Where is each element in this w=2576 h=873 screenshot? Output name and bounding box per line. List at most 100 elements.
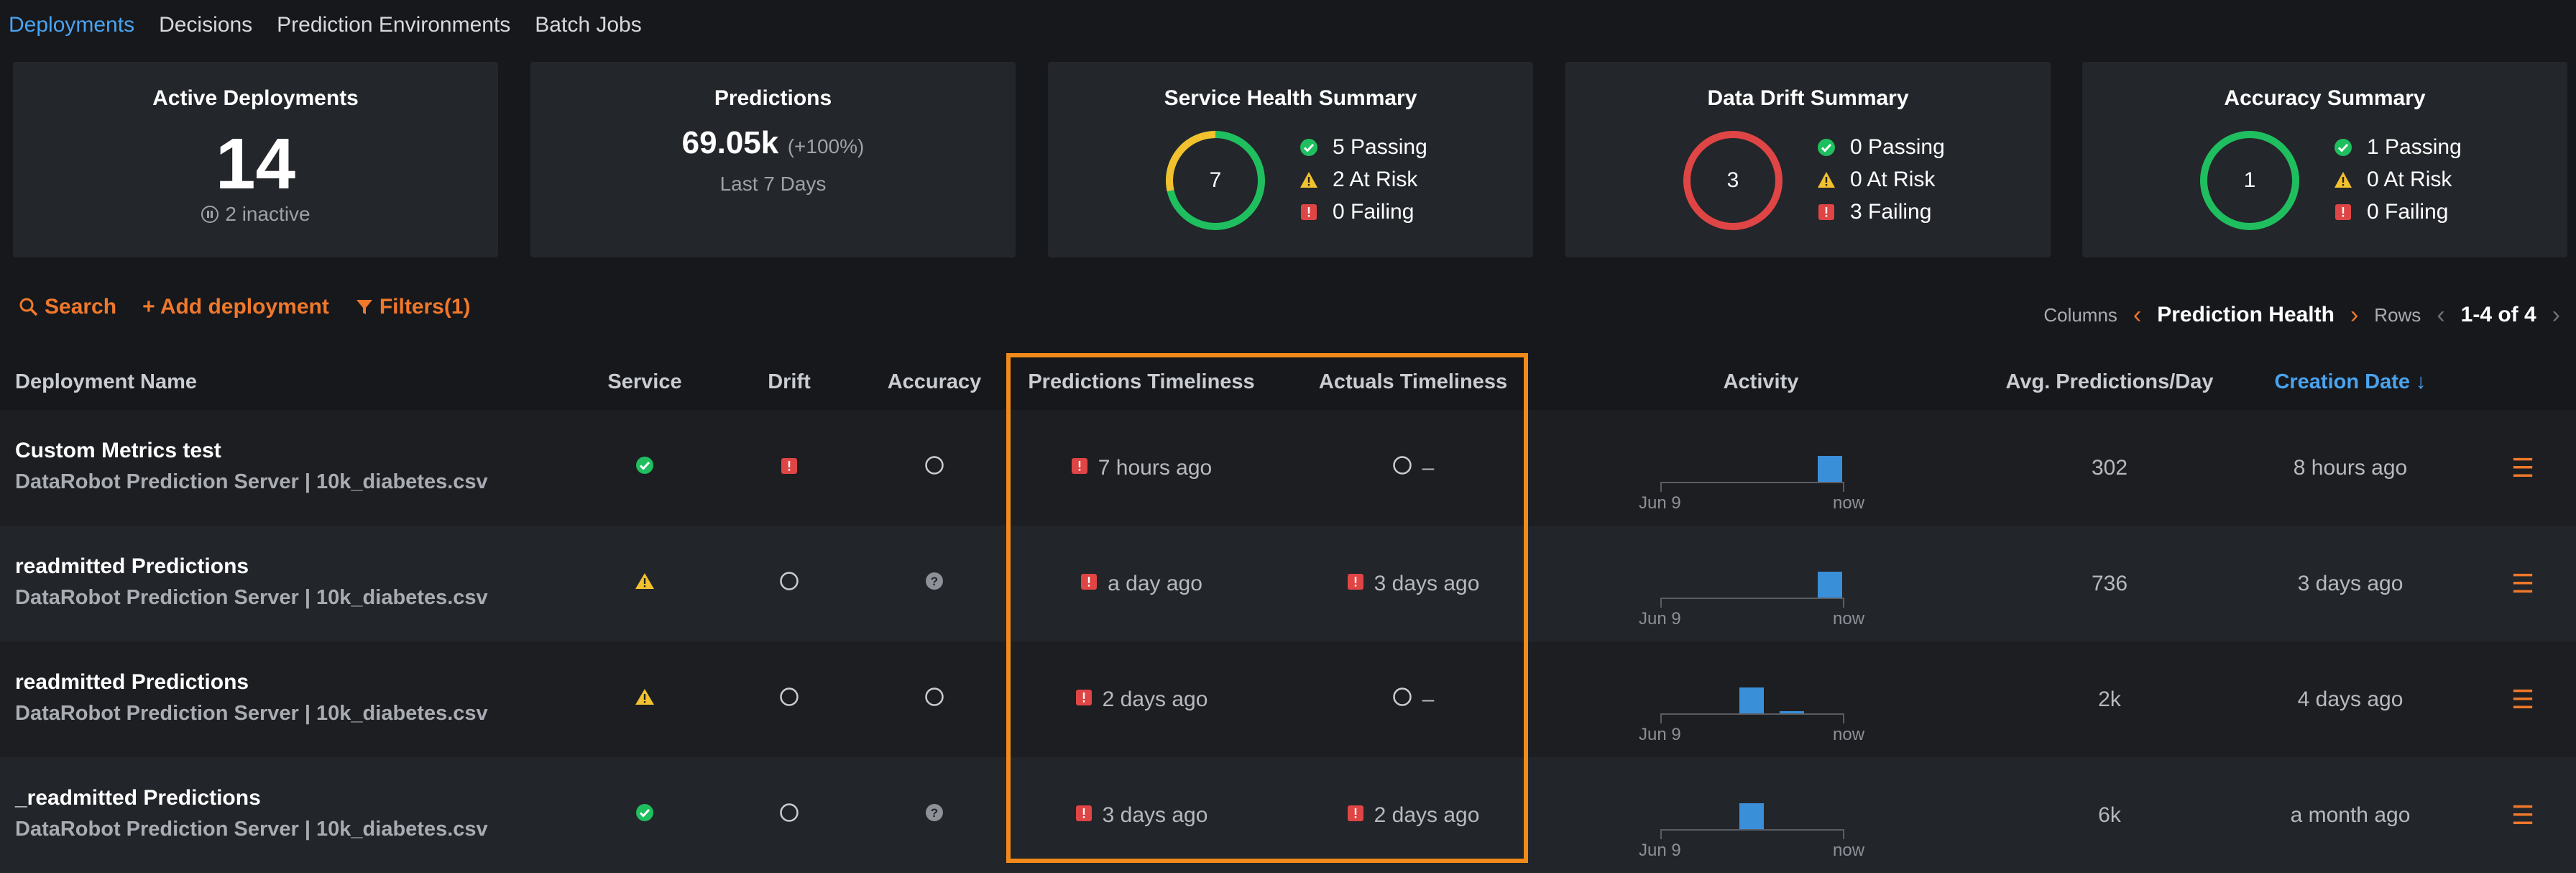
empty-circle-icon[interactable]	[779, 687, 799, 713]
row-menu-cell: ☰	[2494, 410, 2552, 526]
empty-circle-icon[interactable]	[779, 803, 799, 828]
hamburger-menu-icon[interactable]: ☰	[2511, 452, 2535, 483]
sparkline-end-label: now	[1833, 841, 1865, 860]
filter-icon	[356, 300, 372, 314]
predictions-timeliness-cell: 3 days ago	[1006, 757, 1276, 873]
table-row[interactable]: Custom Metrics test DataRobot Prediction …	[0, 410, 2576, 526]
add-deployment-button[interactable]: + Add deployment	[142, 295, 329, 319]
sparkline-tick	[1660, 829, 1662, 839]
service-health-donut	[1166, 131, 1265, 230]
sparkline-tick	[1843, 713, 1844, 723]
header-actuals-timeliness[interactable]: Actuals Timeliness	[1318, 370, 1508, 393]
header-deployment-name[interactable]: Deployment Name	[15, 370, 198, 393]
header-predictions-timeliness[interactable]: Predictions Timeliness	[1028, 370, 1255, 393]
search-button[interactable]: Search	[19, 295, 116, 319]
empty-circle-icon[interactable]	[779, 571, 799, 597]
data-drift-donut	[1683, 131, 1782, 230]
header-creation-date[interactable]: Creation Date ↓	[2274, 370, 2426, 393]
tab-decisions[interactable]: Decisions	[159, 13, 253, 37]
tab-deployments[interactable]: Deployments	[9, 13, 135, 37]
card-title: Predictions	[714, 86, 832, 110]
creation-date-cell: a month ago	[2290, 803, 2411, 827]
warning-icon	[1300, 170, 1318, 189]
accuracy-status-cell	[862, 410, 1006, 526]
tab-prediction-environments[interactable]: Prediction Environments	[277, 13, 511, 37]
predictions-change: (+100%)	[787, 135, 865, 157]
header-activity: Activity	[1723, 370, 1799, 393]
predictions-timeliness-cell: 2 days ago	[1006, 641, 1276, 757]
hamburger-menu-icon[interactable]: ☰	[2511, 800, 2535, 830]
avg-predictions-cell: 6k	[2098, 803, 2121, 827]
deployment-subtitle: DataRobot Prediction Server | 10k_diabet…	[15, 470, 488, 493]
hamburger-menu-icon[interactable]: ☰	[2511, 568, 2535, 598]
chevron-right-icon[interactable]: ›	[2552, 301, 2560, 329]
drift-status-cell	[719, 641, 860, 757]
check-circle-icon[interactable]	[635, 803, 654, 828]
hamburger-menu-icon[interactable]: ☰	[2511, 684, 2535, 714]
empty-circle-icon	[1392, 455, 1412, 481]
chevron-left-icon[interactable]: ‹	[2437, 301, 2445, 329]
header-avg-predictions[interactable]: Avg. Predictions/Day	[2005, 370, 2214, 393]
empty-circle-icon[interactable]	[924, 687, 944, 713]
sparkline-bar	[1818, 572, 1842, 598]
chevron-right-icon[interactable]: ›	[2350, 301, 2359, 329]
deployment-name[interactable]: readmitted Predictions	[15, 670, 249, 694]
accuracy-total: 1	[2243, 168, 2256, 192]
predictions-value: 69.05k	[681, 125, 779, 160]
error-square-icon	[1347, 803, 1364, 828]
chevron-left-icon[interactable]: ‹	[2133, 301, 2142, 329]
sparkline-axis	[1660, 598, 1844, 599]
service-status-cell	[573, 526, 717, 641]
table-row[interactable]: readmitted Predictions DataRobot Predicti…	[0, 641, 2576, 757]
question-circle-icon[interactable]: ?	[924, 571, 944, 597]
card-title: Service Health Summary	[1164, 86, 1417, 110]
deployment-name[interactable]: Custom Metrics test	[15, 439, 221, 462]
sparkline-bar	[1739, 803, 1764, 829]
sparkline-tick	[1660, 713, 1662, 723]
service-health-legend: 5 Passing 2 At Risk 0 Failing	[1300, 131, 1427, 228]
deployment-name-cell: _readmitted Predictions DataRobot Predict…	[15, 786, 488, 841]
tab-batch-jobs[interactable]: Batch Jobs	[535, 13, 642, 37]
question-circle-icon[interactable]: ?	[924, 803, 944, 828]
error-square-icon[interactable]	[781, 456, 798, 480]
header-service[interactable]: Service	[607, 370, 682, 393]
warning-icon[interactable]	[635, 572, 655, 596]
service-health-total: 7	[1209, 168, 1222, 192]
error-square-icon	[1817, 203, 1836, 221]
service-status-cell	[573, 757, 717, 873]
predictions-timeliness-value: a day ago	[1108, 571, 1202, 595]
avg-predictions-cell: 736	[2091, 571, 2128, 595]
predictions-timeliness-value: 2 days ago	[1102, 687, 1208, 711]
sparkline-tick	[1660, 598, 1662, 608]
check-circle-icon[interactable]	[635, 456, 654, 480]
table-row[interactable]: readmitted Predictions DataRobot Predicti…	[0, 526, 2576, 641]
header-drift[interactable]: Drift	[768, 370, 811, 393]
sparkline-bar	[1818, 456, 1842, 482]
row-menu-cell: ☰	[2494, 757, 2552, 873]
error-square-icon	[2334, 203, 2352, 221]
data-drift-legend: 0 Passing 0 At Risk 3 Failing	[1817, 131, 1945, 228]
service-status-cell	[573, 641, 717, 757]
sparkline-axis	[1660, 482, 1844, 483]
accuracy-donut	[2200, 131, 2299, 230]
table-row[interactable]: _readmitted Predictions DataRobot Predict…	[0, 757, 2576, 873]
creation-date-cell: 3 days ago	[2297, 571, 2404, 595]
actuals-timeliness-cell: 3 days ago	[1276, 526, 1550, 641]
sparkline-tick	[1660, 482, 1662, 492]
deployment-name[interactable]: _readmitted Predictions	[15, 786, 261, 810]
accuracy-card: Accuracy Summary 1 1 Passing 0 At Risk 0…	[2082, 62, 2567, 257]
predictions-timeliness-value: 3 days ago	[1102, 803, 1208, 827]
deployment-name[interactable]: readmitted Predictions	[15, 554, 249, 578]
rows-range: 1-4 of 4	[2460, 303, 2536, 326]
empty-circle-icon[interactable]	[924, 455, 944, 481]
actuals-timeliness-value: –	[1422, 687, 1435, 711]
avg-predictions-cell: 302	[2091, 455, 2128, 480]
card-title: Data Drift Summary	[1707, 86, 1909, 110]
error-square-icon	[1300, 203, 1318, 221]
deployment-name-cell: Custom Metrics test DataRobot Prediction …	[15, 439, 488, 494]
warning-icon[interactable]	[635, 687, 655, 712]
sparkline-tick	[1843, 598, 1844, 608]
filters-button[interactable]: Filters(1)	[355, 295, 471, 319]
sparkline-bar	[1780, 711, 1804, 713]
header-accuracy[interactable]: Accuracy	[887, 370, 982, 393]
